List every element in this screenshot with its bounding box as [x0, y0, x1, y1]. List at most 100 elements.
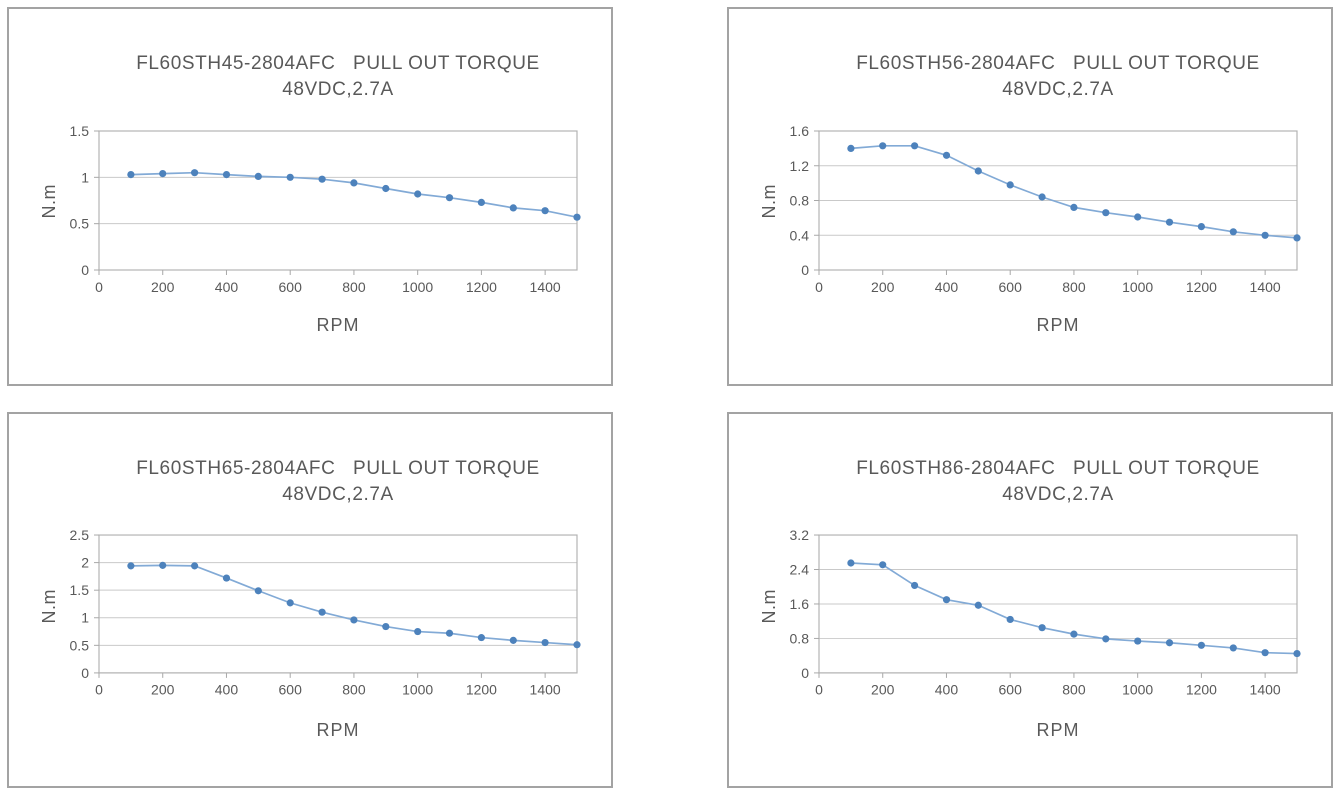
svg-text:0: 0 — [95, 279, 103, 295]
svg-text:400: 400 — [935, 682, 959, 698]
svg-text:1400: 1400 — [530, 279, 561, 295]
svg-text:600: 600 — [279, 682, 303, 698]
svg-text:0: 0 — [801, 665, 809, 681]
svg-text:600: 600 — [999, 279, 1023, 295]
svg-text:1: 1 — [81, 169, 89, 185]
svg-text:800: 800 — [1062, 682, 1086, 698]
svg-text:1400: 1400 — [1250, 279, 1281, 295]
svg-text:1200: 1200 — [466, 279, 497, 295]
svg-text:0.4: 0.4 — [790, 227, 810, 243]
y-axis-ticks: 0 0.5 1 1.5 — [70, 123, 99, 278]
svg-text:1000: 1000 — [1122, 682, 1153, 698]
svg-text:0.8: 0.8 — [790, 630, 810, 646]
chart-plot-fl60sth65: 0 0.5 1 1.5 2 2.5 0 200 400 600 800 1000 1200 1400 — [70, 527, 581, 698]
chart-box-fl60sth45: 0 0.5 1 1.5 0 200 400 600 800 1000 1200 1400 FL60ST… — [7, 7, 613, 386]
y-axis-label: N.m — [759, 183, 779, 219]
svg-text:0: 0 — [801, 262, 809, 278]
series-line — [130, 564, 578, 646]
x-axis-ticks: 0 200 400 600 800 1000 1200 1400 — [95, 672, 561, 698]
svg-text:1000: 1000 — [402, 682, 433, 698]
y-axis-label-wrap: N.m — [39, 131, 60, 271]
svg-text:800: 800 — [342, 279, 366, 295]
svg-text:2: 2 — [81, 555, 89, 571]
svg-text:1.2: 1.2 — [790, 158, 810, 174]
plot-border — [98, 130, 578, 271]
svg-text:1.5: 1.5 — [70, 123, 90, 139]
chart-plot-fl60sth56: 0 0.4 0.8 1.2 1.6 0 200 400 600 800 1000 1200 1400 — [790, 123, 1301, 295]
chart-title: FL60STH65-2804AFC PULL OUT TORQUE — [136, 458, 540, 479]
y-axis-label-wrap: N.m — [39, 536, 60, 676]
y-gridlines — [99, 130, 577, 271]
x-axis-label: RPM — [316, 315, 360, 335]
series-markers — [127, 561, 581, 649]
svg-text:1000: 1000 — [402, 279, 433, 295]
svg-text:1.6: 1.6 — [790, 123, 810, 139]
svg-text:1.6: 1.6 — [790, 596, 810, 612]
chart-subtitle: 48VDC,2.7A — [282, 79, 394, 100]
svg-text:1.5: 1.5 — [70, 582, 90, 598]
series-markers — [847, 559, 1301, 658]
chart-subtitle: 48VDC,2.7A — [1002, 79, 1114, 100]
x-axis-ticks: 0 200 400 600 800 1000 1200 1400 — [95, 270, 561, 295]
svg-text:0.5: 0.5 — [70, 216, 90, 232]
x-axis-label: RPM — [316, 720, 360, 740]
svg-text:1200: 1200 — [466, 682, 497, 698]
svg-text:400: 400 — [215, 682, 239, 698]
svg-text:1: 1 — [81, 610, 89, 626]
svg-text:200: 200 — [871, 279, 895, 295]
svg-text:0: 0 — [95, 682, 103, 698]
x-axis-ticks: 0 200 400 600 800 1000 1200 1400 — [815, 270, 1281, 295]
y-axis-label: N.m — [39, 588, 59, 624]
svg-text:0: 0 — [815, 682, 823, 698]
x-axis-label: RPM — [1036, 720, 1080, 740]
y-axis-label: N.m — [759, 588, 779, 624]
svg-text:2.4: 2.4 — [790, 562, 810, 578]
svg-text:200: 200 — [151, 279, 175, 295]
x-axis-ticks: 0 200 400 600 800 1000 1200 1400 — [815, 672, 1281, 698]
svg-text:400: 400 — [215, 279, 239, 295]
y-axis-ticks: 0 0.8 1.6 2.4 3.2 — [790, 527, 819, 681]
plot-border — [98, 534, 578, 674]
svg-text:600: 600 — [999, 682, 1023, 698]
series-markers — [127, 169, 581, 221]
y-gridlines — [99, 534, 577, 674]
svg-text:800: 800 — [1062, 279, 1086, 295]
y-axis-label-wrap: N.m — [759, 536, 780, 676]
y-axis-label-wrap: N.m — [759, 131, 780, 271]
chart-subtitle: 48VDC,2.7A — [282, 484, 394, 505]
chart-title: FL60STH45-2804AFC PULL OUT TORQUE — [136, 53, 540, 74]
svg-text:2.5: 2.5 — [70, 527, 90, 543]
chart-subtitle: 48VDC,2.7A — [1002, 484, 1114, 505]
svg-text:3.2: 3.2 — [790, 527, 810, 543]
svg-text:0: 0 — [81, 262, 89, 278]
chart-box-fl60sth86: 0 0.8 1.6 2.4 3.2 0 200 400 600 800 1000 1200 1400 F… — [727, 412, 1333, 788]
svg-text:0.8: 0.8 — [790, 193, 810, 209]
chart-plot-fl60sth45: 0 0.5 1 1.5 0 200 400 600 800 1000 1200 1400 — [70, 123, 581, 295]
series-line — [850, 562, 1298, 655]
x-axis-label: RPM — [1036, 315, 1080, 335]
y-axis-label: N.m — [39, 183, 59, 219]
chart-plot-fl60sth86: 0 0.8 1.6 2.4 3.2 0 200 400 600 800 1000 1200 1400 — [790, 527, 1301, 698]
svg-text:1400: 1400 — [1250, 682, 1281, 698]
series-markers — [847, 142, 1301, 242]
svg-text:400: 400 — [935, 279, 959, 295]
chart-title: FL60STH56-2804AFC PULL OUT TORQUE — [856, 53, 1260, 74]
svg-text:1200: 1200 — [1186, 682, 1217, 698]
y-gridlines — [819, 130, 1297, 271]
series-line — [850, 144, 1298, 239]
chart-title: FL60STH86-2804AFC PULL OUT TORQUE — [856, 458, 1260, 479]
svg-text:200: 200 — [871, 682, 895, 698]
svg-text:0: 0 — [81, 665, 89, 681]
svg-text:800: 800 — [342, 682, 366, 698]
svg-text:1400: 1400 — [530, 682, 561, 698]
svg-text:0: 0 — [815, 279, 823, 295]
svg-text:200: 200 — [151, 682, 175, 698]
chart-box-fl60sth65: 0 0.5 1 1.5 2 2.5 0 200 400 600 800 1000 1200 1400 FL… — [7, 412, 613, 788]
y-gridlines — [819, 534, 1297, 674]
svg-text:1000: 1000 — [1122, 279, 1153, 295]
y-axis-ticks: 0 0.5 1 1.5 2 2.5 — [70, 527, 99, 681]
svg-text:1200: 1200 — [1186, 279, 1217, 295]
svg-text:600: 600 — [279, 279, 303, 295]
y-axis-ticks: 0 0.4 0.8 1.2 1.6 — [790, 123, 819, 278]
